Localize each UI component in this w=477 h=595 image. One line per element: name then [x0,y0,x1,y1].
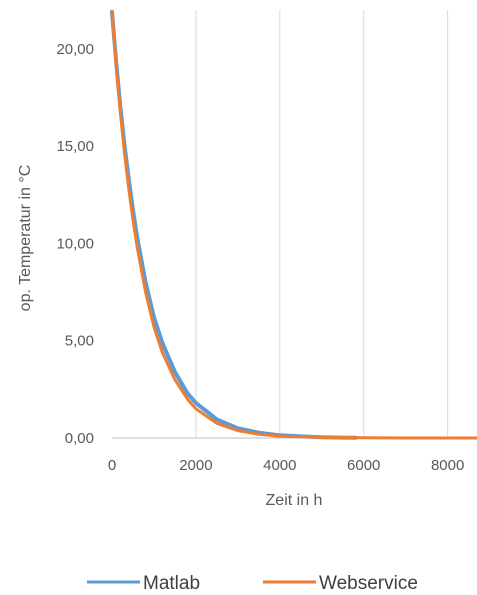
x-tick-label: 6000 [347,457,380,474]
y-axis-ticks: 0,00 5,00 10,00 15,00 20,00 [56,41,94,447]
x-axis-ticks: 0 2000 4000 6000 8000 [108,457,464,474]
legend: Matlab Webservice [87,573,418,594]
series-lines [110,9,477,440]
y-axis-title: op. Temperatur in °C [17,165,34,312]
vertical-gridlines [195,10,449,438]
legend-item-matlab: Matlab [87,573,200,594]
legend-label: Webservice [319,573,418,594]
x-axis-title: Zeit in h [266,492,323,509]
x-tick-label: 0 [108,457,116,474]
x-tick-label: 8000 [431,457,464,474]
y-tick-label: 15,00 [56,138,94,155]
legend-item-webservice: Webservice [263,573,418,594]
series-line-webservice [110,10,477,440]
x-tick-label: 2000 [179,457,212,474]
y-tick-label: 5,00 [65,333,94,350]
y-tick-label: 0,00 [65,430,94,447]
y-tick-label: 20,00 [56,41,94,58]
y-tick-label: 10,00 [56,235,94,252]
legend-label: Matlab [143,573,200,594]
series-line-matlab [110,9,358,440]
x-tick-label: 4000 [263,457,296,474]
